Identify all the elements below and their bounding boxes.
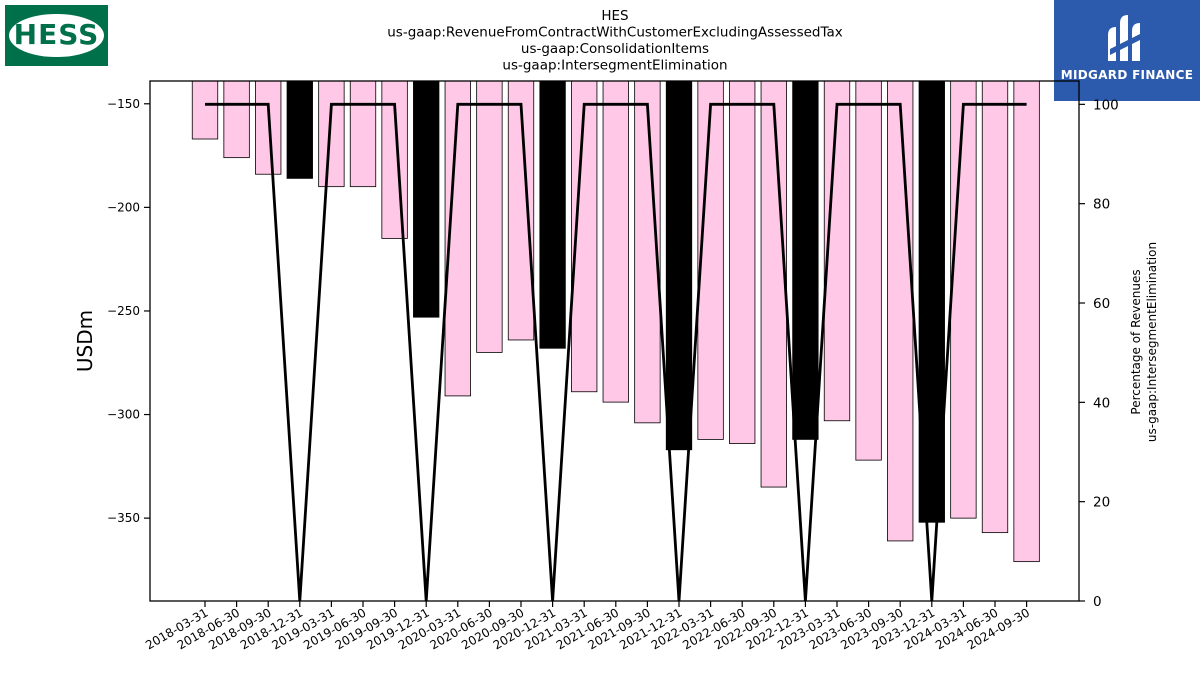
bar <box>1013 80 1040 563</box>
axis-labels: USDm Percentage of Revenues us-gaap:Inters… <box>73 242 1159 442</box>
x-axis: 2018-03-312018-06-302018-09-302018-12-31… <box>143 601 1032 652</box>
y-tick-label: −150 <box>107 97 140 111</box>
bar <box>255 80 282 175</box>
bar <box>349 80 377 188</box>
chart-title-line: us-gaap:RevenueFromContractWithCustomerE… <box>387 25 843 41</box>
chart-title: HESus-gaap:RevenueFromContractWithCustom… <box>387 8 843 74</box>
bar <box>602 80 629 403</box>
percentage-line-series <box>205 102 1027 602</box>
midgard-emblem-icon <box>1108 15 1142 61</box>
y-axis-label: USDm <box>73 310 97 372</box>
y2-tick-label: 20 <box>1093 495 1110 511</box>
hess-logo-text: HESS <box>13 18 100 51</box>
chart-title-line: us-gaap:ConsolidationItems <box>521 41 709 57</box>
y-tick-label: −300 <box>107 408 140 422</box>
right-y-axis: 0 20 40 60 80 100 <box>1079 97 1119 610</box>
y2-tick-label: 40 <box>1093 395 1110 411</box>
plot-frame <box>149 80 1080 602</box>
hess-logo: HESS <box>5 5 108 66</box>
bar <box>476 80 503 353</box>
y2-tick-label: 100 <box>1093 97 1119 113</box>
y-tick-label: −350 <box>107 511 140 525</box>
bar <box>981 80 1009 534</box>
y-tick-label: −250 <box>107 304 140 318</box>
bar <box>223 80 250 159</box>
bar <box>539 80 566 349</box>
y2-axis-label-line: Percentage of Revenues <box>1129 269 1143 414</box>
percentage-line <box>205 102 1027 602</box>
bar <box>413 80 440 318</box>
hess-logo-oval: HESS <box>9 14 104 57</box>
y2-axis-label-line: us-gaap:IntersegmentElimination <box>1145 242 1159 442</box>
chart-title-line: us-gaap:IntersegmentElimination <box>502 58 727 74</box>
left-y-axis: −150 −200 −250 −300 −350 <box>107 97 150 525</box>
y2-tick-label: 0 <box>1093 594 1102 610</box>
bar <box>286 80 313 179</box>
y2-tick-label: 60 <box>1093 296 1110 312</box>
bar <box>887 80 914 542</box>
bar <box>792 80 819 440</box>
y2-tick-label: 80 <box>1093 197 1110 213</box>
midgard-finance-logo: MIDGARD FINANCE <box>1054 0 1200 101</box>
bar <box>855 80 882 461</box>
bar <box>729 80 756 444</box>
bar <box>318 80 345 188</box>
y-tick-label: −200 <box>107 200 140 214</box>
bar <box>665 80 693 451</box>
bar <box>950 80 977 519</box>
chart-title-line: HES <box>601 8 628 24</box>
midgard-logo-text: MIDGARD FINANCE <box>1060 68 1194 82</box>
bar <box>760 80 787 488</box>
bar <box>191 80 219 140</box>
bars <box>191 80 1040 563</box>
